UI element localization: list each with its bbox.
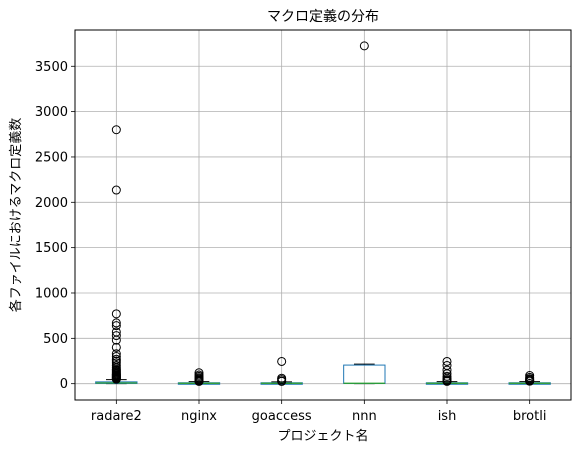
- chart-title: マクロ定義の分布: [267, 8, 379, 25]
- y-tick-label: 3000: [35, 105, 68, 120]
- flier-point: [359, 41, 369, 51]
- box-brotli: [508, 371, 551, 386]
- x-tick-label: goaccess: [252, 409, 312, 424]
- box-goaccess: [260, 356, 303, 386]
- plot-frame: [74, 29, 572, 401]
- y-tick-label: 1500: [35, 241, 68, 256]
- x-tick-label: brotli: [513, 409, 547, 424]
- y-tick-label: 0: [60, 377, 68, 392]
- flier-point: [111, 374, 121, 384]
- flier-point: [277, 356, 287, 366]
- box-nnn: [343, 41, 386, 385]
- flier-point: [111, 335, 121, 345]
- x-axis-label: プロジェクト名: [277, 428, 368, 444]
- flier-point: [111, 342, 121, 352]
- y-tick-label: 2500: [35, 150, 68, 165]
- grid-layer: [75, 30, 571, 400]
- flier-point: [111, 349, 121, 359]
- flier-point: [111, 318, 121, 328]
- tick-layer: 0 500 1000 1500 2000 2500 3000 3500 radare2 nginx…: [35, 60, 547, 424]
- box-radare2: [95, 125, 138, 385]
- y-tick-label: 1000: [35, 286, 68, 301]
- x-tick-label: ish: [438, 409, 457, 424]
- flier-point: [111, 309, 121, 319]
- flier-point: [111, 125, 121, 135]
- y-axis-label: 各ファイルにおけるマクロ定義数: [8, 118, 24, 312]
- flier-point: [111, 321, 121, 331]
- flier-point: [111, 351, 121, 361]
- flier-point: [194, 376, 204, 386]
- flier-point: [111, 331, 121, 341]
- flier-point: [525, 376, 535, 386]
- y-tick-label: 500: [43, 332, 68, 347]
- x-tick-label: radare2: [91, 409, 142, 424]
- y-tick-label: 3500: [35, 60, 68, 75]
- flier-point: [277, 376, 287, 386]
- box-ish: [425, 356, 469, 386]
- box-nginx: [177, 368, 221, 386]
- x-tick-label: nnn: [352, 409, 377, 424]
- x-tick-label: nginx: [181, 409, 217, 424]
- flier-point: [442, 376, 452, 386]
- flier-point: [111, 185, 121, 195]
- y-tick-label: 2000: [35, 196, 68, 211]
- flier-point: [442, 356, 452, 366]
- box-layer: [95, 41, 551, 386]
